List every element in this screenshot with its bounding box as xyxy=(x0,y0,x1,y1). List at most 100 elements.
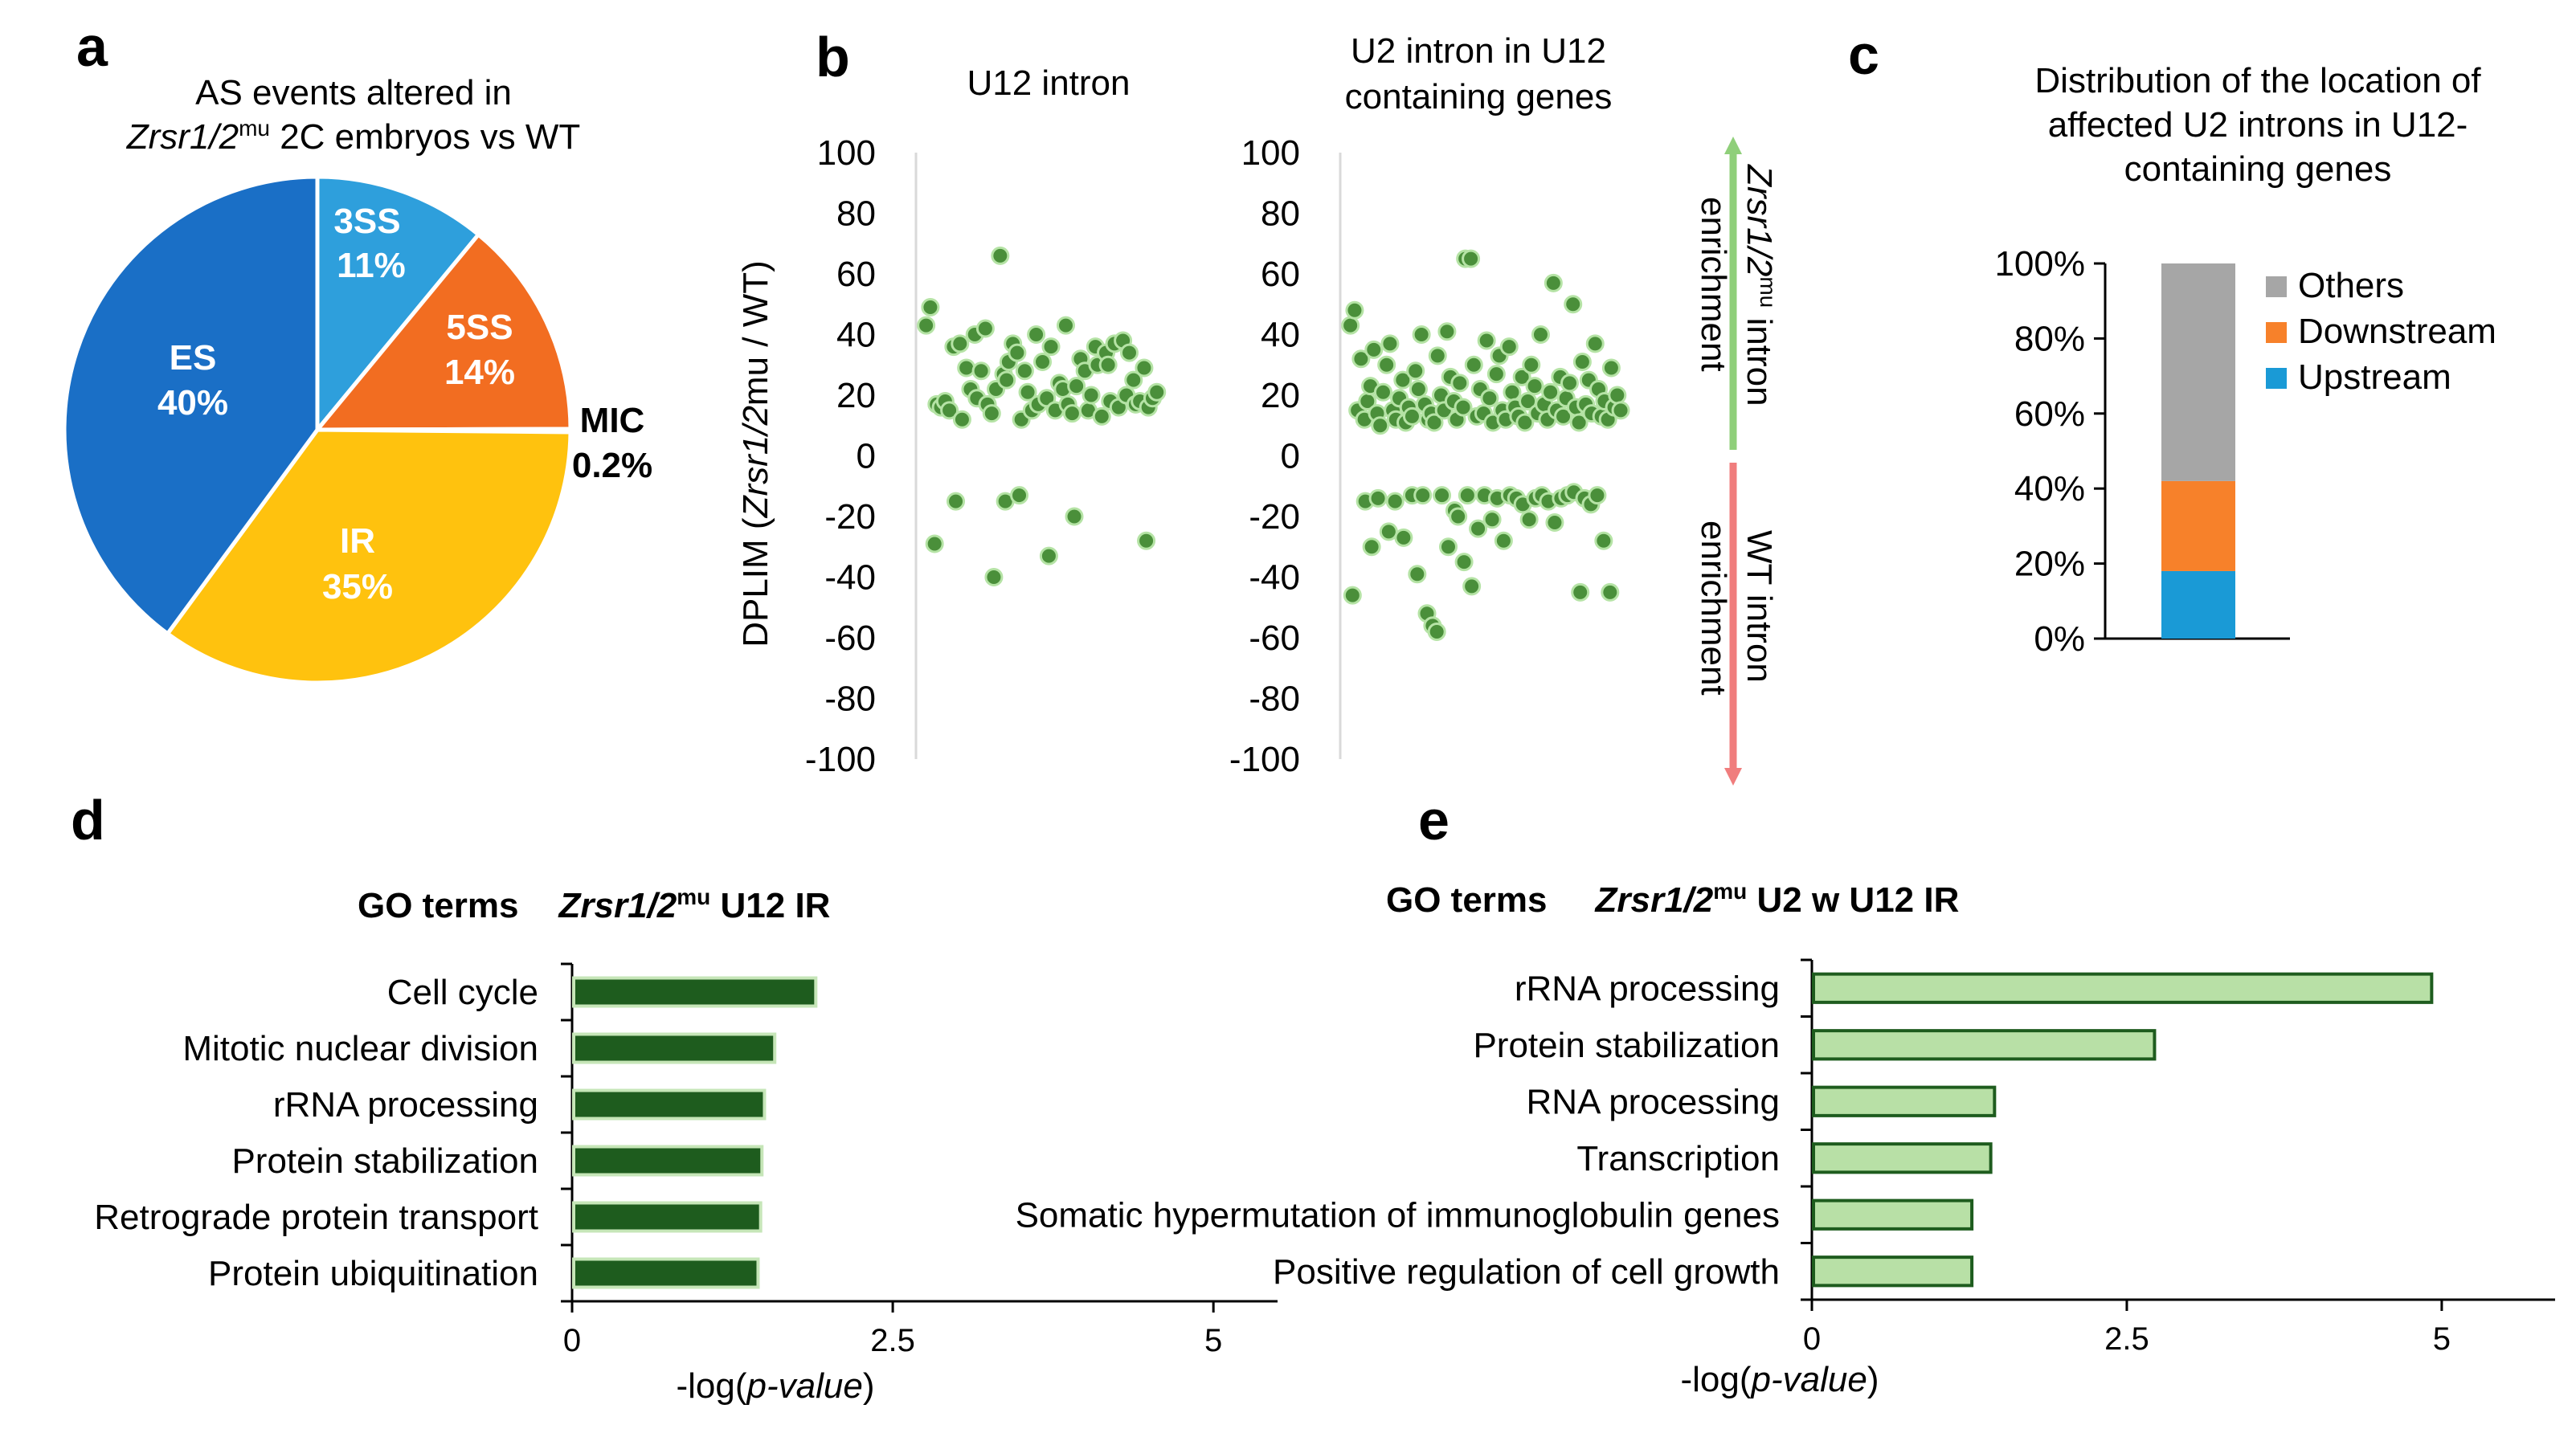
stacked-title-line2: affected U2 introns in U12- xyxy=(2048,105,2468,145)
scatter-u12-point xyxy=(947,492,966,511)
legend-label-others: Others xyxy=(2298,266,2404,305)
scatter-u12-y-tick-label: -40 xyxy=(824,558,876,598)
scatter-u12-point xyxy=(951,334,970,353)
scatter-u2-point xyxy=(1531,325,1550,344)
scatter-u2-point xyxy=(1341,316,1360,335)
scatter-u2-point xyxy=(1482,510,1502,529)
pie-pct-5ss: 14% xyxy=(444,353,515,392)
scatter-u2-point xyxy=(1362,537,1381,557)
go-u2-header-go: GO terms xyxy=(1386,880,1548,920)
pie-title-sup: mu xyxy=(239,116,270,141)
scatter-u2-y-tick-label: 20 xyxy=(1261,376,1300,415)
pie-pct-3ss: 11% xyxy=(337,246,406,285)
scatter-u12-y-tick-label: 20 xyxy=(836,376,876,415)
panel-label-d: d xyxy=(71,789,105,851)
scatter-u2-point xyxy=(1449,507,1468,526)
go-u12-bar xyxy=(572,1145,764,1177)
scatter-u12-point xyxy=(1098,355,1118,374)
scatter-u12-y-tick-label: 100 xyxy=(817,133,876,173)
legend-swatch-downstream xyxy=(2266,322,2287,343)
stacked-bar-chart: Distribution of the location of affected… xyxy=(1994,61,2496,659)
scatter-u2-y-tick-label: 100 xyxy=(1241,133,1300,173)
go-u2-header-rest: U2 w U12 IR xyxy=(1747,880,1959,920)
pie-title-rest: 2C embryos vs WT xyxy=(270,117,580,157)
go-u12-category-label: Protein stabilization xyxy=(231,1141,538,1181)
go-u2-bar xyxy=(1812,1085,1997,1117)
go-u12-x-tick-label: 0 xyxy=(563,1323,581,1358)
scatter-u2-point xyxy=(1462,577,1482,596)
scatter-u2-point xyxy=(1512,367,1531,386)
side-label-wt: WT intron xyxy=(1740,530,1779,683)
go-u2-bar xyxy=(1812,972,2434,1004)
go-u2-category-label: Protein stabilization xyxy=(1473,1026,1780,1065)
scatter-u12-point xyxy=(1124,370,1143,390)
scatter-u2-point xyxy=(1408,565,1427,584)
go-u2-bar xyxy=(1812,1198,1974,1231)
scatter-u2-point xyxy=(1385,492,1405,511)
pie-slices xyxy=(62,174,573,685)
scatter-u12-point xyxy=(997,370,1016,390)
scatter-u2-point xyxy=(1594,531,1613,550)
scatter-u2-point xyxy=(1373,382,1392,402)
stacked-bar-downstream xyxy=(2161,480,2235,571)
stacked-bar-upstream xyxy=(2161,570,2235,639)
side-label-wt-line2: enrichment xyxy=(1694,521,1733,696)
pie-pct-mic: 0.2% xyxy=(572,446,652,485)
scatter-u12-y-tick-label: -20 xyxy=(824,497,876,537)
scatter-u12-point xyxy=(1092,406,1111,426)
scatter-u12-point xyxy=(1027,325,1046,344)
scatter-u2-title-line1: U2 intron in U12 xyxy=(1351,31,1606,71)
stacked-axis: 100% 80% 60% 40% 20% 0% xyxy=(1994,244,2290,659)
scatter-u2-point xyxy=(1525,377,1544,396)
stacked-y-tick-label: 100% xyxy=(1994,244,2085,284)
stacked-y-tick-label: 60% xyxy=(2014,394,2085,434)
go-u12-bar xyxy=(572,976,818,1008)
scatter-u2-point xyxy=(1413,486,1433,505)
stacked-title-line3: containing genes xyxy=(2124,149,2392,189)
go-u2-category-labels: rRNA processing Protein stabilization RNA … xyxy=(1016,969,1780,1292)
scatter-u2-point xyxy=(1402,406,1421,426)
stacked-y-tick-label: 0% xyxy=(2034,619,2085,659)
go-u2-category-label: Positive regulation of cell growth xyxy=(1273,1252,1780,1292)
go-u12-header-italic: Zrsr1/2 xyxy=(558,886,677,925)
go-u12-bar xyxy=(572,1257,760,1289)
scatter-u12-y-tick-label: 40 xyxy=(836,316,876,355)
scatter-u12-points xyxy=(917,246,1167,586)
scatter-u2-point xyxy=(1437,322,1457,341)
scatter-u2-point xyxy=(1469,519,1488,538)
scatter-u12-point xyxy=(1056,316,1075,335)
scatter-u2-point xyxy=(1522,355,1541,374)
scatter-u12-point xyxy=(991,246,1010,265)
side-label-mutant-line2: enrichment xyxy=(1694,197,1733,372)
stacked-bars xyxy=(2161,263,2235,639)
go-u2-xlabel-suffix: ) xyxy=(1867,1360,1879,1399)
go-u2-x-tick-label: 2.5 xyxy=(2104,1321,2149,1357)
go-u2-bar xyxy=(1812,1142,1993,1174)
stacked-y-tick-label: 40% xyxy=(2014,469,2085,508)
scatter-u2-point xyxy=(1515,413,1535,432)
pie-slice-3ss xyxy=(315,174,481,435)
scatter-u12-point xyxy=(1137,531,1156,550)
scatter-u12-point xyxy=(1010,486,1029,505)
scatter-u2-point xyxy=(1541,382,1560,402)
pie-labels: 3SS 11% 5SS 14% MIC 0.2% IR 35% ES 40% xyxy=(157,202,652,606)
scatter-u2-point xyxy=(1427,622,1446,641)
scatter-u12-point xyxy=(982,404,1001,423)
scatter-u2-point xyxy=(1458,486,1477,505)
go-u12-category-label: Retrograde protein transport xyxy=(94,1198,538,1237)
side-label-mutant-sup: mu xyxy=(1756,276,1781,308)
scatter-u2-y-tick-label: -60 xyxy=(1249,619,1300,658)
stacked-title-line1: Distribution of the location of xyxy=(2034,61,2481,100)
go-u12-header-go: GO terms xyxy=(358,886,519,925)
scatter-u2-point xyxy=(1503,382,1522,402)
go-u12-bar xyxy=(572,1088,767,1121)
pie-slice-ir xyxy=(165,427,573,685)
go-u12-bar xyxy=(572,1032,777,1064)
scatter-u2-point xyxy=(1486,365,1506,384)
scatter-u2-point xyxy=(1409,379,1428,398)
scatter-u2-point xyxy=(1560,374,1579,393)
scatter-u12-point xyxy=(1008,343,1027,362)
stacked-y-tick-label: 80% xyxy=(2014,319,2085,358)
go-u2-chart: GO terms Zrsr1/2mu U2 w U12 IR 0 2.5 5 rRNA… xyxy=(1016,879,2555,1399)
